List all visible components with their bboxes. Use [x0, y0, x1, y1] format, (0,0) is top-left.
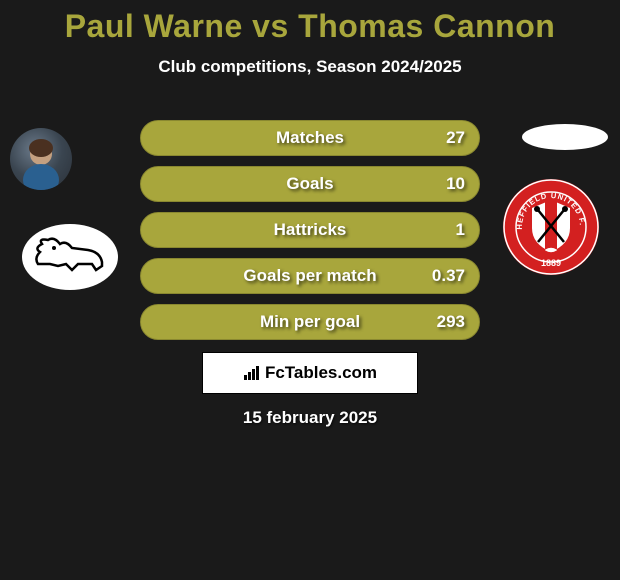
footer-date: 15 february 2025 — [0, 408, 620, 428]
subtitle: Club competitions, Season 2024/2025 — [0, 57, 620, 77]
brand-attribution: FcTables.com — [202, 352, 418, 394]
stat-row: Goals per match 0.37 — [140, 258, 480, 294]
stat-value: 1 — [456, 220, 465, 240]
stat-label: Hattricks — [274, 220, 347, 240]
stat-row: Min per goal 293 — [140, 304, 480, 340]
player-left-avatar — [10, 128, 72, 190]
brand-text: FcTables.com — [265, 363, 377, 383]
sheffield-crest-icon: SHEFFIELD UNITED F.C. 1889 — [502, 178, 600, 276]
club-right-crest: SHEFFIELD UNITED F.C. 1889 — [502, 178, 600, 276]
stat-value: 0.37 — [432, 266, 465, 286]
svg-text:1889: 1889 — [541, 258, 561, 268]
stat-value: 10 — [446, 174, 465, 194]
club-left-crest — [20, 222, 120, 292]
page-title: Paul Warne vs Thomas Cannon — [0, 0, 620, 45]
stat-value: 293 — [437, 312, 465, 332]
stat-row: Goals 10 — [140, 166, 480, 202]
stat-label: Goals — [286, 174, 333, 194]
bar-chart-icon — [243, 365, 261, 381]
stat-row: Hattricks 1 — [140, 212, 480, 248]
ram-crest-icon — [20, 222, 120, 292]
stat-label: Min per goal — [260, 312, 360, 332]
stat-value: 27 — [446, 128, 465, 148]
stat-label: Matches — [276, 128, 344, 148]
player-right-avatar — [522, 124, 608, 150]
stats-list: Matches 27 Goals 10 Hattricks 1 Goals pe… — [140, 120, 480, 350]
comparison-card: Paul Warne vs Thomas Cannon Club competi… — [0, 0, 620, 580]
brand-label: FcTables.com — [243, 363, 377, 383]
stat-label: Goals per match — [243, 266, 376, 286]
avatar-left-image — [10, 128, 72, 190]
stat-row: Matches 27 — [140, 120, 480, 156]
